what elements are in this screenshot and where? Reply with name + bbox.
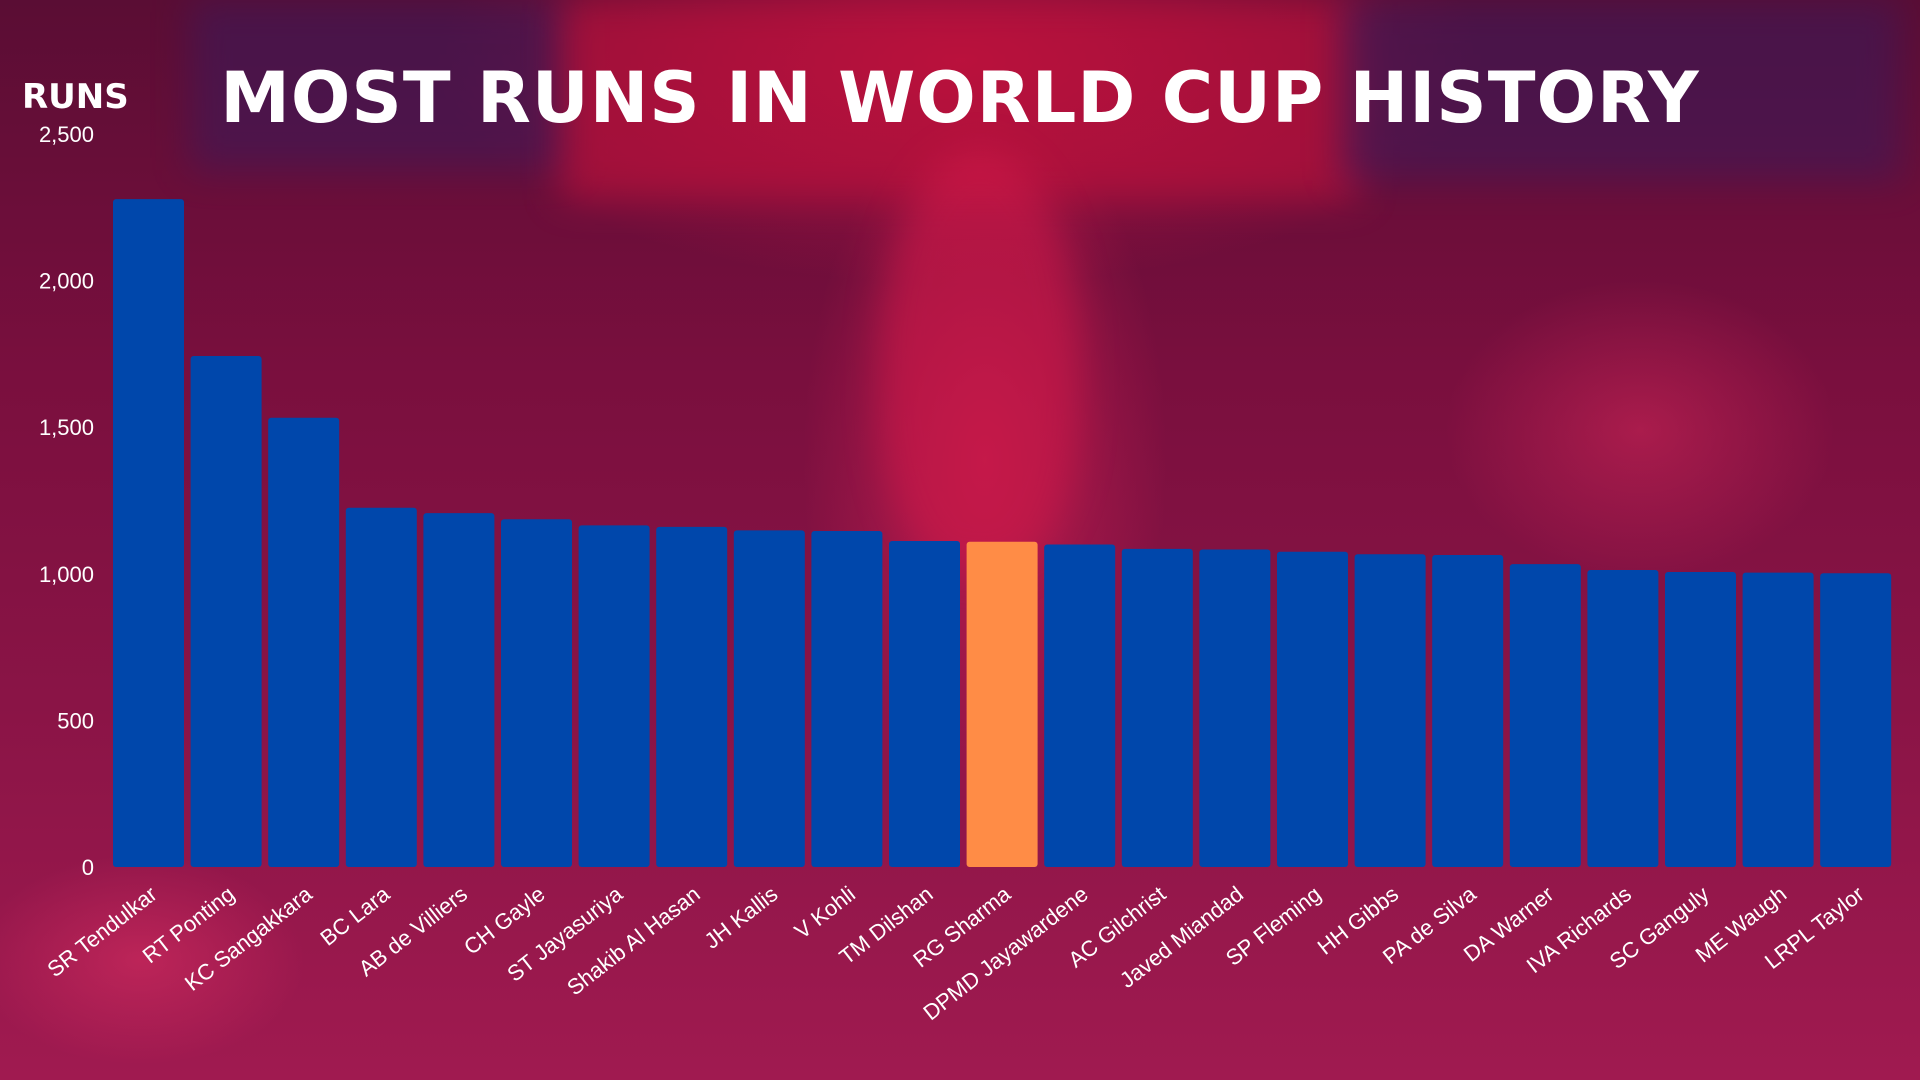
bar: [1277, 551, 1348, 867]
chart-title: MOST RUNS IN WORLD CUP HISTORY: [220, 57, 1700, 139]
bar: [1432, 555, 1504, 867]
bar: [1199, 549, 1271, 867]
bar: [733, 530, 805, 867]
bar: [113, 199, 184, 868]
bar: [966, 541, 1038, 867]
background-banner-left: [190, 0, 570, 170]
x-tick-label: JH Kallis: [700, 881, 783, 953]
x-tick-label: KC Sangakkara: [180, 881, 317, 996]
bar: [1044, 544, 1116, 867]
bar: [656, 526, 728, 867]
bar: [501, 519, 572, 867]
bar: [1742, 572, 1814, 867]
bar: [268, 417, 340, 867]
bar: [1354, 554, 1426, 867]
y-tick-label: 1,000: [39, 562, 94, 587]
y-tick-label: 0: [82, 855, 94, 880]
y-axis-unit-label: RUNS: [22, 77, 129, 117]
background-banner-right: [1340, 0, 1900, 180]
bars: [113, 199, 1892, 868]
bar: [1509, 564, 1581, 867]
y-tick-label: 2,000: [39, 269, 94, 294]
bar: [1820, 573, 1892, 867]
x-tick-label: Shakib Al Hasan: [562, 881, 705, 1000]
bar: [1665, 572, 1736, 867]
bar: [345, 507, 417, 867]
bar: [190, 356, 262, 867]
bar: [578, 525, 650, 867]
bar: [811, 531, 883, 867]
x-tick-label: SR Tendulkar: [42, 881, 161, 982]
bar: [1121, 548, 1193, 867]
y-tick-label: 500: [57, 708, 94, 733]
background-trophy: [880, 150, 1080, 570]
bar: [889, 541, 960, 867]
y-tick-label: 1,500: [39, 415, 94, 440]
bar: [423, 513, 495, 867]
bar: [1587, 570, 1659, 867]
x-tick-label: V Kohli: [790, 881, 860, 944]
y-tick-label: 2,500: [39, 122, 94, 147]
y-axis-ticks: 0 500 1,000 1,500 2,000 2,500: [39, 122, 94, 880]
